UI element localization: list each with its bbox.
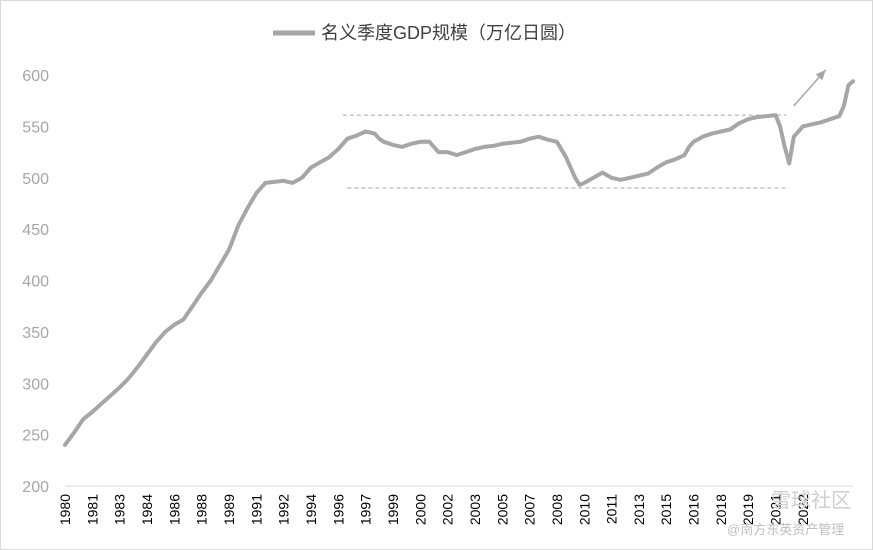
x-tick-label: 1980 [57,494,73,525]
x-tick-label: 1991 [248,494,264,525]
watermark: 雪球社区 @南方东英资产管理 [727,489,851,537]
x-tick-label: 2007 [522,494,538,525]
x-tick-label: 2010 [576,494,592,525]
x-tick-label: 2013 [631,494,647,525]
x-tick-label: 1986 [166,494,182,525]
legend: 名义季度GDP规模（万亿日圆） [273,23,576,43]
y-tick-label: 450 [22,222,49,239]
x-tick-label: 1988 [194,494,210,525]
x-tick-label: 1983 [112,494,128,525]
x-tick-label: 2016 [686,494,702,525]
trend-arrow [793,69,827,107]
y-axis: 200 250 300 350 400 450 500 550 600 [22,68,49,496]
x-tick-label: 2021 [768,494,784,525]
x-tick-label: 2002 [440,494,456,525]
x-tick-label: 2003 [467,494,483,525]
x-tick-label: 1996 [330,494,346,525]
x-tick-label: 2019 [740,494,756,525]
x-tick-label: 1994 [303,494,319,525]
y-tick-label: 400 [22,274,49,291]
x-tick-label: 1981 [84,494,100,525]
x-axis: 1980 1981 1983 1984 1986 1988 1989 1991 1992 1994… [57,485,853,525]
x-tick-label: 1984 [139,494,155,525]
series-line [63,79,855,447]
reference-lines [342,114,790,189]
x-tick-label: 2018 [713,494,729,525]
watermark-main: 雪球社区 [771,489,851,512]
x-tick-label: 1997 [358,494,374,525]
legend-label: 名义季度GDP规模（万亿日圆） [321,23,576,43]
x-tick-label: 2008 [549,494,565,525]
y-tick-label: 600 [22,68,49,85]
x-tick-label: 2011 [604,494,620,524]
y-tick-label: 250 [22,428,49,445]
y-tick-label: 350 [22,325,49,342]
y-tick-label: 300 [22,376,49,393]
y-tick-label: 550 [22,119,49,136]
watermark-sub: @南方东英资产管理 [727,522,844,537]
x-tick-label: 1999 [385,494,401,525]
x-tick-label: 1992 [276,494,292,525]
x-tick-label: 2005 [494,494,510,525]
x-tick-label: 2000 [412,494,428,525]
series-layer [63,79,855,447]
x-tick-label: 2022 [795,494,811,525]
y-tick-label: 500 [22,171,49,188]
y-tick-label: 200 [22,479,49,496]
x-tick-label: 2015 [658,494,674,525]
arrow-head [815,69,826,81]
x-tick-label: 1989 [221,494,237,525]
